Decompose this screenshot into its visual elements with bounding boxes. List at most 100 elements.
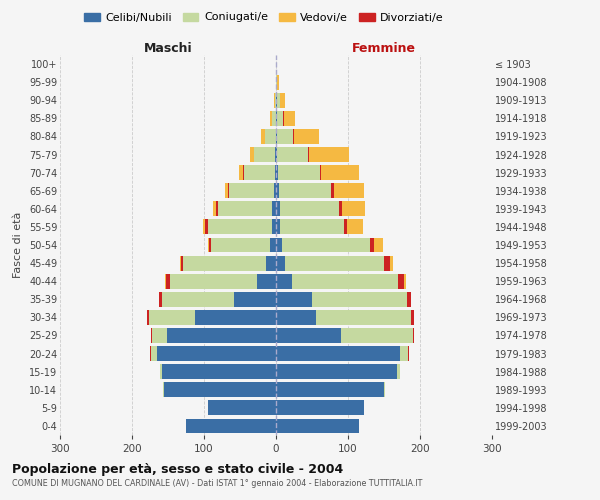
Bar [277, 147, 308, 162]
Bar [341, 328, 413, 343]
Bar [166, 274, 170, 288]
Bar [152, 328, 167, 343]
Bar [209, 238, 211, 252]
Bar [280, 93, 286, 108]
Bar [283, 111, 284, 126]
Bar [404, 274, 406, 288]
Bar [276, 202, 280, 216]
Bar [162, 364, 276, 379]
Bar [151, 346, 157, 361]
Bar [157, 346, 276, 361]
Bar [276, 418, 359, 434]
Bar [276, 382, 384, 397]
Bar [275, 147, 276, 162]
Bar [276, 364, 397, 379]
Bar [407, 292, 410, 306]
Bar [160, 364, 162, 379]
Bar [211, 238, 270, 252]
Y-axis label: Fasce di età: Fasce di età [13, 212, 23, 278]
Bar [278, 165, 320, 180]
Bar [274, 184, 276, 198]
Bar [275, 93, 276, 108]
Bar [261, 129, 265, 144]
Bar [234, 292, 276, 306]
Text: Femmine: Femmine [352, 42, 416, 55]
Bar [272, 220, 276, 234]
Bar [215, 202, 218, 216]
Bar [277, 93, 280, 108]
Bar [149, 310, 196, 325]
Bar [150, 346, 151, 361]
Bar [320, 165, 322, 180]
Bar [276, 184, 279, 198]
Bar [164, 382, 276, 397]
Bar [338, 202, 342, 216]
Bar [214, 202, 215, 216]
Bar [410, 292, 412, 306]
Bar [374, 238, 383, 252]
Bar [218, 202, 272, 216]
Bar [151, 328, 152, 343]
Bar [276, 93, 277, 108]
Bar [272, 111, 276, 126]
Bar [331, 184, 334, 198]
Bar [183, 256, 266, 270]
Bar [276, 220, 280, 234]
Bar [342, 202, 365, 216]
Bar [277, 74, 279, 90]
Bar [276, 292, 312, 306]
Bar [277, 111, 283, 126]
Bar [312, 292, 407, 306]
Bar [276, 328, 341, 343]
Bar [276, 310, 316, 325]
Bar [410, 310, 414, 325]
Bar [294, 129, 319, 144]
Bar [308, 147, 309, 162]
Bar [160, 292, 162, 306]
Bar [292, 274, 398, 288]
Bar [276, 346, 400, 361]
Bar [254, 147, 275, 162]
Bar [179, 256, 181, 270]
Bar [390, 256, 394, 270]
Bar [274, 93, 275, 108]
Bar [344, 220, 347, 234]
Bar [282, 238, 370, 252]
Bar [347, 220, 363, 234]
Bar [163, 382, 164, 397]
Bar [413, 328, 414, 343]
Bar [370, 238, 374, 252]
Bar [208, 220, 272, 234]
Bar [280, 202, 338, 216]
Bar [203, 220, 205, 234]
Bar [265, 129, 276, 144]
Bar [276, 165, 278, 180]
Bar [147, 310, 149, 325]
Bar [181, 256, 183, 270]
Bar [400, 346, 409, 361]
Bar [186, 418, 276, 434]
Bar [170, 274, 257, 288]
Bar [293, 129, 294, 144]
Bar [276, 129, 277, 144]
Bar [276, 256, 284, 270]
Bar [397, 364, 400, 379]
Bar [316, 310, 410, 325]
Bar [257, 274, 276, 288]
Bar [165, 274, 166, 288]
Bar [244, 165, 275, 180]
Text: Maschi: Maschi [143, 42, 193, 55]
Bar [277, 129, 293, 144]
Bar [250, 147, 254, 162]
Bar [279, 184, 331, 198]
Bar [276, 274, 292, 288]
Bar [270, 238, 276, 252]
Bar [229, 184, 274, 198]
Bar [334, 184, 364, 198]
Bar [208, 238, 209, 252]
Bar [167, 328, 276, 343]
Bar [272, 202, 276, 216]
Bar [384, 382, 385, 397]
Bar [309, 147, 349, 162]
Text: Popolazione per età, sesso e stato civile - 2004: Popolazione per età, sesso e stato civil… [12, 462, 343, 475]
